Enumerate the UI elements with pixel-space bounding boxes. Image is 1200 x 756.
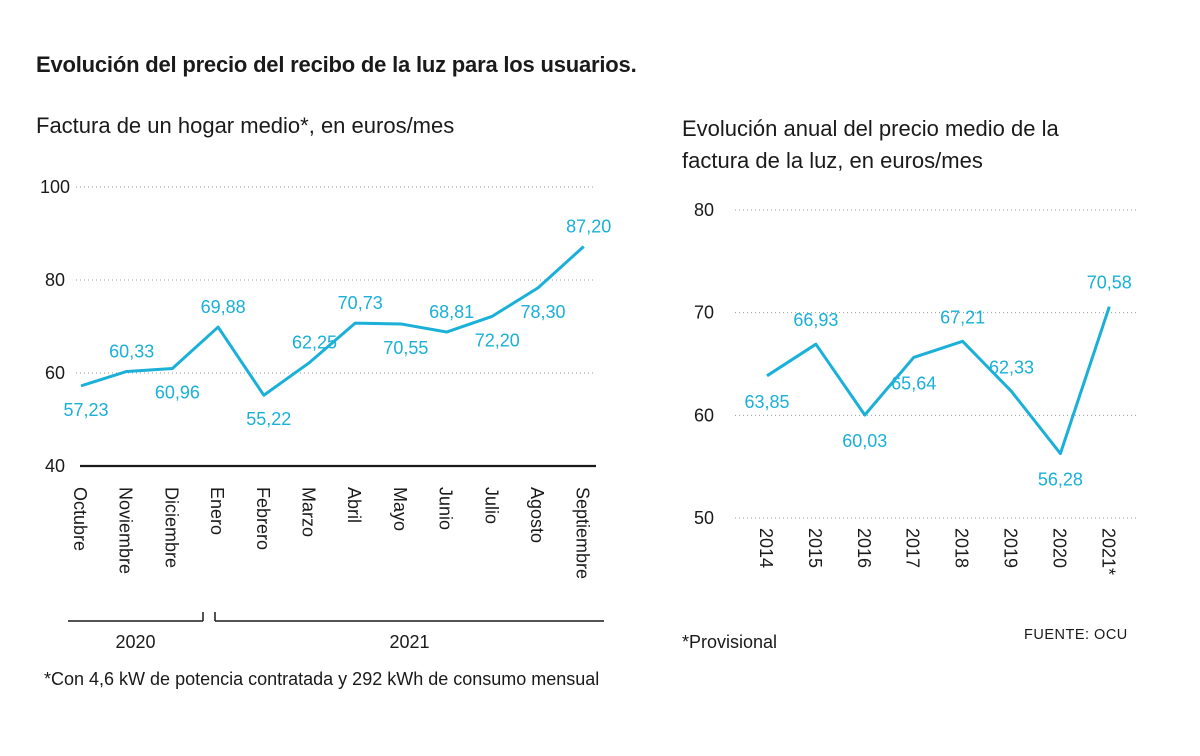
left-x-tick-label: Enero bbox=[207, 487, 227, 535]
left-x-tick-label: Marzo bbox=[299, 487, 319, 537]
left-x-tick-label: Noviembre bbox=[116, 487, 136, 574]
right-x-tick-label: 2016 bbox=[854, 528, 874, 568]
left-x-tick-label: Diciembre bbox=[161, 487, 181, 568]
left-data-label: 70,55 bbox=[383, 338, 428, 358]
left-x-tick-label: Febrero bbox=[253, 487, 273, 550]
right-x-tick-label: 2020 bbox=[1049, 528, 1069, 568]
left-data-label: 60,96 bbox=[155, 383, 200, 403]
right-data-label: 63,85 bbox=[744, 392, 789, 412]
right-x-tick-label: 2017 bbox=[903, 528, 923, 568]
left-data-label: 57,23 bbox=[63, 400, 108, 420]
right-data-label: 65,64 bbox=[891, 373, 936, 393]
left-data-label: 70,73 bbox=[338, 293, 383, 313]
left-footnote: *Con 4,6 kW de potencia contratada y 292… bbox=[44, 669, 600, 689]
left-y-tick-label: 100 bbox=[40, 177, 70, 197]
left-data-label: 55,22 bbox=[246, 409, 291, 429]
right-y-tick-label: 50 bbox=[694, 508, 714, 528]
source-label: FUENTE: OCU bbox=[1024, 627, 1128, 643]
right-chart-subtitle: Evolución anual del precio medio de la f… bbox=[682, 116, 1059, 173]
left-x-tick-label: Agosto bbox=[527, 487, 547, 543]
left-data-label: 60,33 bbox=[109, 341, 154, 361]
year-group-label: 2020 bbox=[115, 632, 155, 652]
left-data-label: 62,25 bbox=[292, 333, 337, 353]
right-data-label: 62,33 bbox=[989, 357, 1034, 377]
right-x-tick-label: 2015 bbox=[805, 528, 825, 568]
left-data-label: 78,30 bbox=[520, 302, 565, 322]
left-x-tick-label: Abril bbox=[344, 487, 364, 523]
left-x-tick-label: Mayo bbox=[390, 487, 410, 531]
right-data-label: 70,58 bbox=[1087, 273, 1132, 293]
left-data-label: 72,20 bbox=[475, 330, 520, 350]
right-y-tick-label: 60 bbox=[694, 405, 714, 425]
right-y-tick-label: 80 bbox=[694, 200, 714, 220]
left-x-tick-label: Junio bbox=[436, 487, 456, 530]
right-x-tick-label: 2018 bbox=[952, 528, 972, 568]
right-data-label: 67,21 bbox=[940, 307, 985, 327]
left-x-tick-label: Septiembre bbox=[573, 487, 593, 579]
left-y-tick-label: 60 bbox=[45, 363, 65, 383]
left-y-tick-label: 80 bbox=[45, 270, 65, 290]
left-data-label: 87,20 bbox=[566, 217, 611, 237]
left-x-tick-label: Octubre bbox=[70, 487, 90, 551]
left-x-tick-label: Julio bbox=[481, 487, 501, 524]
right-x-tick-label: 2014 bbox=[756, 528, 776, 568]
left-series-line bbox=[80, 245, 585, 397]
left-y-tick-label: 40 bbox=[45, 456, 65, 476]
right-data-label: 56,28 bbox=[1038, 470, 1083, 490]
page-title: Evolución del precio del recibo de la lu… bbox=[36, 52, 637, 77]
left-chart-subtitle: Factura de un hogar medio*, en euros/mes bbox=[36, 113, 455, 138]
left-data-label: 68,81 bbox=[429, 302, 474, 322]
right-data-label: 60,03 bbox=[842, 431, 887, 451]
right-data-label: 66,93 bbox=[793, 310, 838, 330]
left-data-label: 69,88 bbox=[201, 297, 246, 317]
right-x-tick-label: 2021* bbox=[1098, 528, 1118, 575]
right-series-line bbox=[766, 306, 1111, 456]
year-group-label: 2021 bbox=[389, 632, 429, 652]
right-x-tick-label: 2019 bbox=[1001, 528, 1021, 568]
right-y-tick-label: 70 bbox=[694, 303, 714, 323]
right-footnote: *Provisional bbox=[682, 632, 778, 652]
